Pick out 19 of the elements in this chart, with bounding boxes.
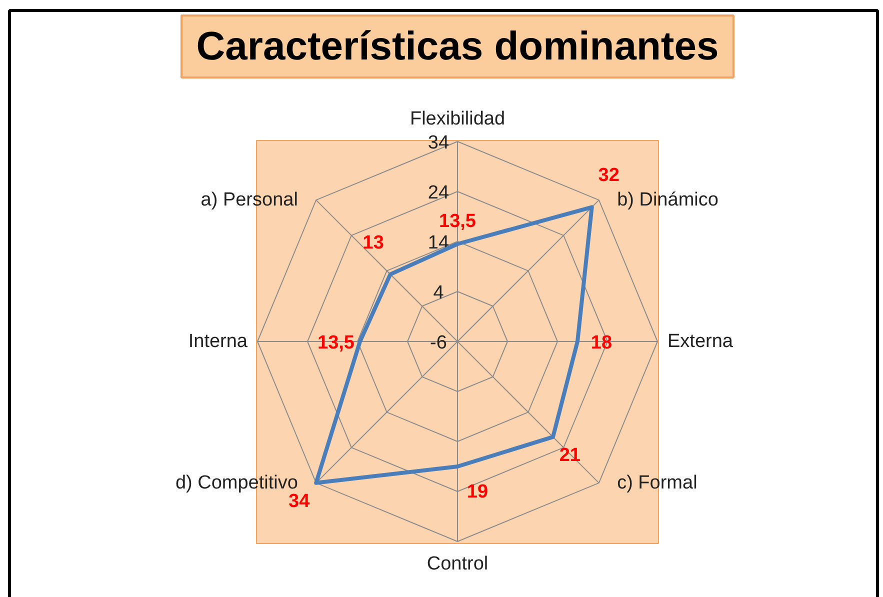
spoke-label: a) Personal — [200, 190, 298, 211]
data-label: 34 — [288, 490, 310, 512]
y-tick-label: 4 — [433, 282, 444, 304]
data-label: 32 — [598, 165, 620, 186]
y-tick-label: -6 — [430, 332, 447, 354]
spoke-label: Control — [426, 554, 488, 574]
data-label: 13 — [362, 232, 384, 254]
data-label: 18 — [590, 332, 612, 354]
data-label: 13,5 — [318, 332, 355, 354]
data-label: 13,5 — [439, 211, 476, 232]
y-tick-label: 34 — [428, 132, 450, 154]
chart-title: Características dominantes — [196, 24, 719, 68]
y-tick-label: 24 — [428, 182, 450, 204]
data-label: 19 — [466, 482, 488, 502]
spoke-label: Externa — [668, 331, 734, 352]
data-label: 21 — [559, 444, 581, 466]
y-tick-label: 14 — [428, 232, 450, 254]
spoke-label: Interna — [188, 331, 248, 352]
spoke-label: Flexibilidad — [410, 108, 506, 130]
